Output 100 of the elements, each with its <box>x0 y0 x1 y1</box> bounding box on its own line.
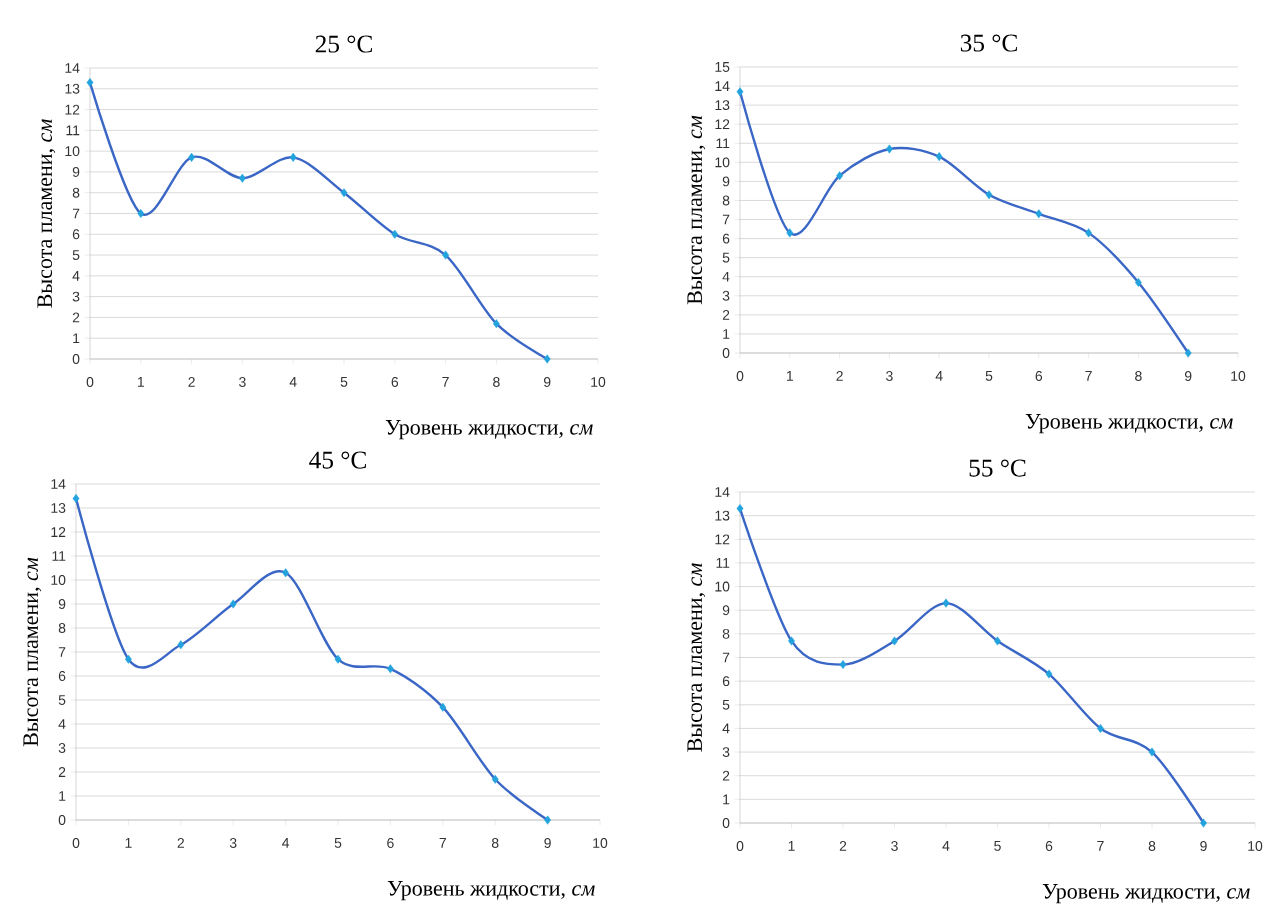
x-axis-title: Уровень жидкости, см <box>1025 414 1233 434</box>
y-tick-label: 13 <box>65 83 80 94</box>
y-tick-label: 8 <box>72 187 80 198</box>
x-tick-label: 0 <box>736 371 744 381</box>
x-axis-title: Уровень жидкости, см <box>1042 884 1250 904</box>
x-tick-label: 3 <box>886 371 893 381</box>
y-tick-label: 14 <box>65 63 80 73</box>
y-axis-title: Высота пламени, см <box>687 563 706 752</box>
y-tick-label: 12 <box>51 527 66 537</box>
x-tick-label: 10 <box>593 838 608 848</box>
y-tick-label: 11 <box>716 138 730 149</box>
y-tick-label: 2 <box>722 770 730 781</box>
y-tick-label: 13 <box>715 510 730 521</box>
y-tick-label: 3 <box>72 291 80 302</box>
x-tick-label: 10 <box>591 377 606 387</box>
y-tick-label: 5 <box>72 250 80 260</box>
y-axis-title: Высота пламени, см <box>687 115 706 305</box>
y-tick-label: 2 <box>722 309 730 320</box>
y-tick-label: 12 <box>715 119 730 130</box>
chart-title: 55 °C <box>969 459 1026 477</box>
x-tick-label: 5 <box>985 371 993 381</box>
x-tick-label: 5 <box>340 377 348 387</box>
x-tick-label: 8 <box>493 377 500 387</box>
x-tick-label: 3 <box>239 377 246 387</box>
x-tick-label: 0 <box>736 841 744 851</box>
y-tick-label: 1 <box>723 794 730 805</box>
y-tick-label: 6 <box>72 229 80 240</box>
y-axis-title: Высота пламени, см <box>23 557 42 747</box>
y-tick-label: 4 <box>58 719 66 729</box>
y-tick-label: 1 <box>723 329 730 339</box>
x-tick-label: 9 <box>543 377 551 387</box>
x-tick-label: 7 <box>1085 371 1092 381</box>
x-tick-label: 1 <box>137 377 144 387</box>
y-tick-label: 5 <box>722 252 730 263</box>
y-tick-label: 4 <box>72 271 80 281</box>
y-tick-label: 8 <box>58 623 66 633</box>
y-tick-label: 4 <box>722 723 730 734</box>
x-tick-label: 2 <box>836 371 843 381</box>
y-tick-label: 11 <box>716 558 730 568</box>
x-tick-label: 0 <box>86 377 94 387</box>
x-tick-label: 4 <box>942 841 950 851</box>
y-tick-label: 8 <box>722 195 730 206</box>
x-tick-label: 2 <box>188 377 195 387</box>
y-tick-label: 5 <box>722 699 730 710</box>
y-tick-label: 3 <box>58 743 66 753</box>
y-tick-label: 3 <box>722 290 730 301</box>
y-tick-label: 3 <box>722 747 730 758</box>
y-tick-label: 6 <box>722 676 730 687</box>
x-tick-label: 10 <box>1248 841 1263 851</box>
y-axis-title: Высота пламени, см <box>37 119 56 308</box>
x-tick-label: 9 <box>544 838 551 848</box>
y-tick-label: 0 <box>58 815 66 825</box>
x-tick-label: 3 <box>891 841 898 851</box>
y-tick-label: 13 <box>715 100 730 111</box>
y-tick-label: 12 <box>65 104 80 115</box>
y-tick-label: 11 <box>66 125 80 136</box>
chart-title: 45 °C <box>309 451 366 469</box>
y-tick-label: 14 <box>51 479 66 489</box>
y-tick-label: 2 <box>72 312 80 323</box>
y-tick-label: 13 <box>51 503 66 513</box>
x-tick-label: 8 <box>1148 841 1156 851</box>
y-tick-label: 6 <box>58 671 66 681</box>
y-tick-label: 1 <box>59 791 66 801</box>
y-tick-label: 11 <box>52 551 66 561</box>
x-tick-label: 10 <box>1231 371 1246 381</box>
y-tick-label: 12 <box>715 534 730 545</box>
y-tick-label: 15 <box>715 62 730 72</box>
chart-title: 35 °C <box>960 34 1017 52</box>
x-tick-label: 6 <box>391 377 399 387</box>
x-tick-label: 6 <box>1035 371 1043 381</box>
y-tick-label: 0 <box>722 818 730 828</box>
x-axis-title: Уровень жидкости, см <box>385 420 593 440</box>
x-tick-label: 1 <box>786 371 793 381</box>
y-tick-label: 10 <box>715 157 730 168</box>
x-tick-label: 2 <box>177 838 184 848</box>
y-tick-label: 10 <box>51 575 66 585</box>
y-tick-label: 14 <box>715 487 730 497</box>
y-tick-label: 14 <box>715 81 730 91</box>
y-tick-label: 4 <box>722 271 730 282</box>
x-tick-label: 9 <box>1184 371 1192 381</box>
y-tick-label: 2 <box>58 767 66 777</box>
x-tick-label: 4 <box>935 371 943 381</box>
x-axis-title: Уровень жидкости, см <box>387 881 595 901</box>
x-tick-label: 4 <box>282 838 290 848</box>
x-tick-label: 6 <box>387 838 394 848</box>
y-tick-label: 10 <box>65 146 80 157</box>
y-tick-label: 6 <box>722 233 730 244</box>
y-tick-label: 7 <box>58 647 66 657</box>
y-tick-label: 0 <box>722 348 730 358</box>
x-tick-label: 1 <box>788 841 795 851</box>
x-tick-label: 3 <box>229 838 237 848</box>
y-tick-label: 7 <box>722 652 730 663</box>
y-tick-label: 8 <box>722 628 730 639</box>
x-tick-label: 6 <box>1045 841 1053 851</box>
y-tick-label: 1 <box>73 333 80 344</box>
x-tick-label: 7 <box>1097 841 1104 851</box>
x-tick-label: 8 <box>1135 371 1142 381</box>
x-tick-label: 5 <box>334 838 342 848</box>
x-tick-label: 7 <box>439 838 446 848</box>
x-tick-label: 5 <box>994 841 1001 851</box>
